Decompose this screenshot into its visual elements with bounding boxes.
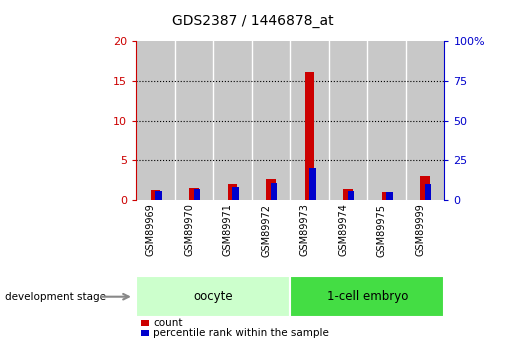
Bar <box>252 41 290 200</box>
Text: GSM89970: GSM89970 <box>184 204 194 256</box>
Bar <box>151 190 161 200</box>
Text: development stage: development stage <box>5 292 106 302</box>
Bar <box>193 189 200 200</box>
Text: 1-cell embryo: 1-cell embryo <box>327 290 408 303</box>
Text: GSM89975: GSM89975 <box>377 204 387 257</box>
Bar <box>266 179 276 200</box>
Text: GSM89971: GSM89971 <box>223 204 233 256</box>
Text: GDS2387 / 1446878_at: GDS2387 / 1446878_at <box>172 14 333 28</box>
Bar <box>382 192 391 200</box>
Bar <box>175 41 214 200</box>
Bar <box>214 41 252 200</box>
Text: GSM89972: GSM89972 <box>261 204 271 257</box>
Text: GSM89973: GSM89973 <box>299 204 310 256</box>
Text: percentile rank within the sample: percentile rank within the sample <box>153 328 329 338</box>
Bar <box>228 184 237 200</box>
Bar <box>309 168 316 200</box>
Bar <box>305 71 315 200</box>
Text: count: count <box>153 318 182 328</box>
Bar <box>343 189 353 200</box>
Bar <box>232 187 239 200</box>
Bar <box>347 190 355 200</box>
Text: GSM89969: GSM89969 <box>145 204 156 256</box>
Bar <box>189 188 199 200</box>
Bar <box>406 41 444 200</box>
Bar <box>290 41 329 200</box>
Text: GSM89974: GSM89974 <box>338 204 348 256</box>
Bar <box>329 41 367 200</box>
Bar <box>386 192 393 200</box>
Bar <box>425 184 431 200</box>
Bar <box>367 41 406 200</box>
Bar <box>420 176 430 200</box>
Bar <box>136 41 175 200</box>
Bar <box>271 183 277 200</box>
Text: oocyte: oocyte <box>193 290 233 303</box>
Text: GSM89999: GSM89999 <box>415 204 425 256</box>
Bar <box>155 190 162 200</box>
